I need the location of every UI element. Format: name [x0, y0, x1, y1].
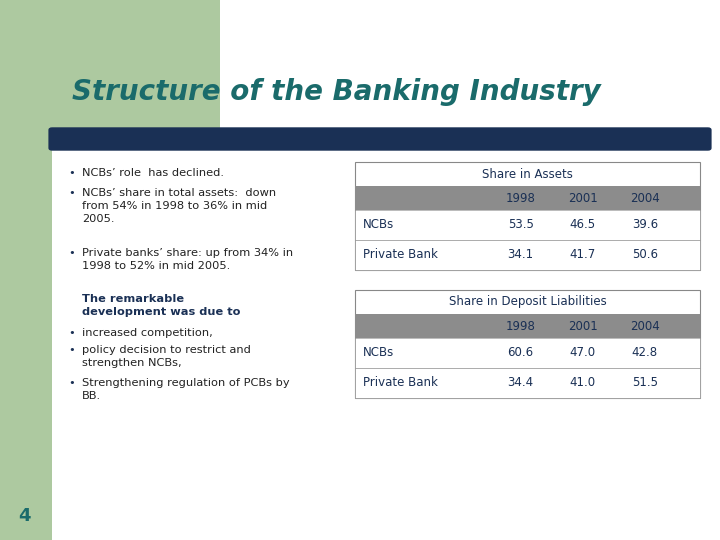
Text: •: •	[68, 248, 75, 258]
Text: 53.5: 53.5	[508, 219, 534, 232]
Text: 2004: 2004	[630, 192, 660, 205]
Bar	[355, 368, 700, 398]
Text: 50.6: 50.6	[632, 248, 658, 261]
Text: increased competition,: increased competition,	[82, 328, 212, 338]
Text: 39.6: 39.6	[631, 219, 658, 232]
Text: •: •	[68, 378, 75, 388]
Bar	[355, 290, 700, 398]
Text: NCBs’ share in total assets:  down
from 54% in 1998 to 36% in mid
2005.: NCBs’ share in total assets: down from 5…	[82, 188, 276, 224]
Text: •: •	[68, 328, 75, 338]
Text: Structure of the Banking Industry: Structure of the Banking Industry	[72, 78, 600, 106]
Text: 47.0: 47.0	[570, 347, 595, 360]
Text: 41.0: 41.0	[570, 376, 595, 389]
Text: Private Bank: Private Bank	[363, 248, 438, 261]
Bar	[220, 0, 720, 135]
Text: NCBs’ role  has declined.: NCBs’ role has declined.	[82, 168, 224, 178]
Text: Share in Deposit Liabilities: Share in Deposit Liabilities	[449, 295, 606, 308]
Text: 4: 4	[18, 507, 30, 525]
Text: The remarkable
development was due to: The remarkable development was due to	[82, 294, 240, 317]
Text: policy decision to restrict and
strengthen NCBs,: policy decision to restrict and strength…	[82, 345, 251, 368]
FancyBboxPatch shape	[0, 0, 228, 140]
Text: 34.1: 34.1	[508, 248, 534, 261]
Bar	[355, 314, 700, 338]
Bar	[355, 210, 700, 240]
Text: 42.8: 42.8	[631, 347, 658, 360]
Text: 60.6: 60.6	[508, 347, 534, 360]
Bar	[355, 162, 700, 270]
Text: 46.5: 46.5	[570, 219, 595, 232]
Bar	[355, 240, 700, 270]
Text: Private banks’ share: up from 34% in
1998 to 52% in mid 2005.: Private banks’ share: up from 34% in 199…	[82, 248, 293, 271]
Text: •: •	[68, 345, 75, 355]
Text: Strengthening regulation of PCBs by
BB.: Strengthening regulation of PCBs by BB.	[82, 378, 289, 401]
Text: •: •	[68, 168, 75, 178]
Text: Private Bank: Private Bank	[363, 376, 438, 389]
Bar	[0, 0, 52, 540]
Bar	[52, 135, 720, 540]
Text: 2004: 2004	[630, 320, 660, 333]
Text: NCBs: NCBs	[363, 347, 395, 360]
Text: 34.4: 34.4	[508, 376, 534, 389]
Text: NCBs: NCBs	[363, 219, 395, 232]
Text: Share in Assets: Share in Assets	[482, 167, 573, 180]
FancyBboxPatch shape	[48, 127, 711, 151]
Text: 51.5: 51.5	[632, 376, 658, 389]
Text: 41.7: 41.7	[570, 248, 596, 261]
Text: 2001: 2001	[568, 320, 598, 333]
Bar	[355, 338, 700, 368]
Text: •: •	[68, 188, 75, 198]
Text: 1998: 1998	[505, 320, 536, 333]
Text: 1998: 1998	[505, 192, 536, 205]
Bar	[355, 186, 700, 210]
Text: 2001: 2001	[568, 192, 598, 205]
